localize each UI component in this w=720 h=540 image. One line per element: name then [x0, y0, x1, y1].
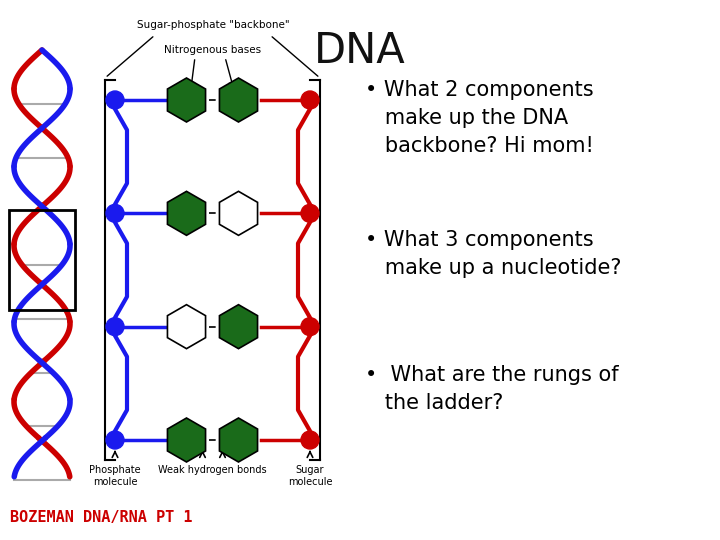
Polygon shape [220, 78, 258, 122]
Circle shape [301, 91, 319, 109]
Polygon shape [220, 305, 258, 349]
Text: • What 2 components
   make up the DNA
   backbone? Hi mom!: • What 2 components make up the DNA back… [365, 80, 594, 156]
Text: Phosphate
molecule: Phosphate molecule [89, 465, 141, 487]
Polygon shape [220, 418, 258, 462]
Polygon shape [220, 191, 258, 235]
Circle shape [301, 318, 319, 336]
Text: Sugar-phosphate "backbone": Sugar-phosphate "backbone" [137, 20, 289, 30]
Circle shape [106, 91, 124, 109]
Circle shape [106, 318, 124, 336]
Circle shape [106, 204, 124, 222]
Text: •  What are the rungs of
   the ladder?: • What are the rungs of the ladder? [365, 365, 618, 413]
Text: Sugar
molecule: Sugar molecule [288, 465, 332, 487]
Text: Nitrogenous bases: Nitrogenous bases [164, 45, 261, 55]
Text: • What 3 components
   make up a nucleotide?: • What 3 components make up a nucleotide… [365, 230, 621, 278]
Text: DNA: DNA [314, 30, 406, 72]
Circle shape [301, 431, 319, 449]
Text: BOZEMAN DNA/RNA PT 1: BOZEMAN DNA/RNA PT 1 [10, 510, 192, 525]
Polygon shape [168, 305, 205, 349]
Polygon shape [168, 418, 205, 462]
Polygon shape [168, 78, 205, 122]
Polygon shape [168, 191, 205, 235]
Bar [9, 210, 75, 310]
Text: Weak hydrogen bonds: Weak hydrogen bonds [158, 465, 267, 475]
Circle shape [301, 204, 319, 222]
Circle shape [106, 431, 124, 449]
